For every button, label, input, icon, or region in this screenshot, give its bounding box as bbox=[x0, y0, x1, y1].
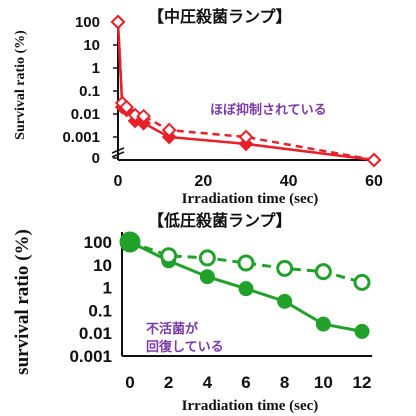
data-point-open-top bbox=[110, 14, 126, 30]
y-tick-label-bottom: 0.1 bbox=[88, 301, 112, 320]
x-tick-label-bottom: 12 bbox=[353, 373, 372, 392]
data-point-open-top bbox=[119, 99, 134, 115]
data-point-open-top bbox=[366, 152, 382, 168]
plot-area-top: 100 10 1 0.1 0.01 0.001 00 20 40 60 bbox=[62, 14, 383, 190]
data-point-filled-bottom bbox=[354, 323, 370, 339]
x-tick-label-top: 40 bbox=[280, 173, 298, 190]
x-tick-label-bottom: 2 bbox=[164, 373, 173, 392]
x-tick-label-bottom: 6 bbox=[241, 373, 250, 392]
y-tick-label-top: 1 bbox=[92, 60, 100, 77]
chart-title-top: 【中圧殺菌ランプ】 bbox=[148, 7, 292, 26]
y-tick-label-top: 100 bbox=[75, 14, 100, 31]
x-tick-label-top: 0 bbox=[114, 173, 123, 190]
data-point-open-bottom bbox=[314, 263, 332, 281]
y-tick-label-top: 10 bbox=[83, 37, 100, 54]
data-point-open-bottom bbox=[353, 273, 371, 291]
y-tick-label-bottom: 10 bbox=[93, 256, 112, 275]
annotation-bottom-line-1: 不活菌が bbox=[146, 321, 198, 337]
data-point-filled-bottom bbox=[277, 293, 293, 309]
chart-title-bottom: 【低圧殺菌ランプ】 bbox=[148, 211, 292, 230]
data-point-open-bottom bbox=[198, 249, 216, 267]
y-tick-label-top: 0.001 bbox=[62, 129, 100, 146]
x-tick-label-bottom: 8 bbox=[280, 373, 289, 392]
y-tick-label-bottom: 1 bbox=[103, 279, 112, 298]
y-tick-label-top: 0.01 bbox=[71, 106, 100, 123]
data-point-open-top bbox=[136, 108, 152, 124]
plot-area-bottom: 100 10 1 0.1 0.01 0.001 0 2 4 6 8 10 12 bbox=[69, 231, 372, 392]
x-tick-label-top: 60 bbox=[365, 173, 383, 190]
axis-break-top bbox=[111, 147, 125, 158]
x-tick-label-bottom: 10 bbox=[314, 373, 333, 392]
y-axis-title-top: Survival ratio (%) bbox=[13, 30, 28, 140]
data-point-filled-bottom bbox=[238, 281, 254, 297]
y-tick-label-bottom: 0.01 bbox=[79, 324, 112, 343]
y-tick-label-top: 0 bbox=[92, 150, 100, 167]
data-point-open-bottom bbox=[119, 231, 141, 253]
annotation-top: ほぼ抑制されている bbox=[210, 102, 327, 118]
y-axis-title-bottom: survival ratio (%) bbox=[12, 229, 33, 375]
data-point-open-bottom bbox=[276, 259, 294, 277]
data-point-filled-bottom bbox=[315, 316, 331, 332]
x-tick-label-top: 20 bbox=[194, 173, 212, 190]
annotation-bottom-line-2: 回復している bbox=[146, 339, 224, 355]
data-point-open-top bbox=[238, 129, 254, 145]
data-point-open-bottom bbox=[237, 254, 255, 272]
x-axis-title-top: Irradiation time (sec) bbox=[182, 191, 319, 207]
x-tick-label-bottom: 0 bbox=[125, 373, 134, 392]
y-tick-label-bottom: 100 bbox=[84, 233, 112, 252]
data-point-open-top bbox=[161, 122, 177, 138]
data-point-filled-bottom bbox=[199, 269, 215, 285]
x-tick-label-bottom: 4 bbox=[203, 373, 213, 392]
y-tick-label-top: 0.1 bbox=[79, 83, 100, 100]
y-tick-label-bottom: 0.001 bbox=[69, 347, 112, 366]
x-axis-title-bottom: Irradiation time (sec) bbox=[182, 398, 319, 414]
data-point-open-bottom bbox=[160, 247, 178, 265]
